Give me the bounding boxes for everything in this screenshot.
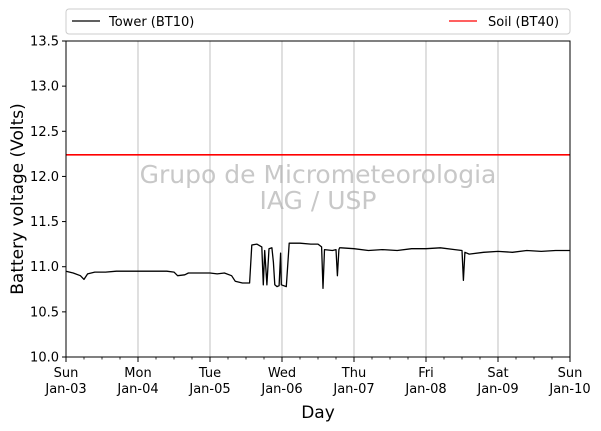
legend-label-tower: Tower (BT10) — [108, 15, 194, 30]
watermark-line-2: IAG / USP — [260, 186, 377, 215]
x-axis: SunJan-03MonJan-04TueJan-05WedJan-06ThuJ… — [44, 357, 591, 397]
x-tick-date-7: Jan-10 — [548, 382, 590, 397]
series-lines — [65, 154, 570, 290]
watermark-line-1: Grupo de Micrometeorologia — [140, 160, 497, 189]
x-tick-day-1: Mon — [124, 366, 151, 381]
x-tick-date-1: Jan-04 — [116, 382, 158, 397]
legend-label-soil: Soil (BT40) — [488, 15, 559, 30]
x-tick-date-0: Jan-03 — [44, 382, 86, 397]
x-tick-date-6: Jan-09 — [476, 382, 518, 397]
x-tick-day-4: Thu — [341, 366, 366, 381]
x-tick-day-6: Sat — [487, 366, 508, 381]
y-axis-label: Battery voltage (Volts) — [8, 103, 28, 294]
y-tick-label-7: 13.5 — [30, 35, 59, 50]
x-tick-day-0: Sun — [54, 366, 79, 381]
x-axis-label: Day — [301, 403, 335, 423]
x-tick-date-2: Jan-05 — [188, 382, 230, 397]
y-tick-label-0: 10.0 — [30, 351, 59, 366]
x-tick-date-4: Jan-07 — [332, 382, 374, 397]
y-tick-label-4: 12.0 — [30, 170, 59, 185]
x-tick-day-3: Wed — [268, 366, 296, 381]
y-tick-label-3: 11.5 — [30, 215, 59, 230]
series-line-tower-bt10 — [65, 242, 570, 290]
x-tick-day-2: Tue — [198, 366, 221, 381]
y-axis: 10.0 10.5 11.0 11.5 12.0 12.5 13.0 13.5 — [30, 35, 66, 366]
x-tick-date-5: Jan-08 — [404, 382, 446, 397]
watermark: Grupo de Micrometeorologia IAG / USP — [140, 160, 497, 215]
x-tick-date-3: Jan-06 — [260, 382, 302, 397]
y-tick-label-2: 11.0 — [30, 260, 59, 275]
y-tick-label-5: 12.5 — [30, 125, 59, 140]
y-tick-label-1: 10.5 — [30, 305, 59, 320]
grid — [137, 41, 499, 357]
y-tick-label-6: 13.0 — [30, 80, 59, 95]
x-tick-day-5: Fri — [418, 366, 434, 381]
legend: Tower (BT10) Soil (BT40) — [65, 8, 571, 35]
x-tick-day-7: Sun — [558, 366, 583, 381]
legend-box — [65, 8, 571, 35]
